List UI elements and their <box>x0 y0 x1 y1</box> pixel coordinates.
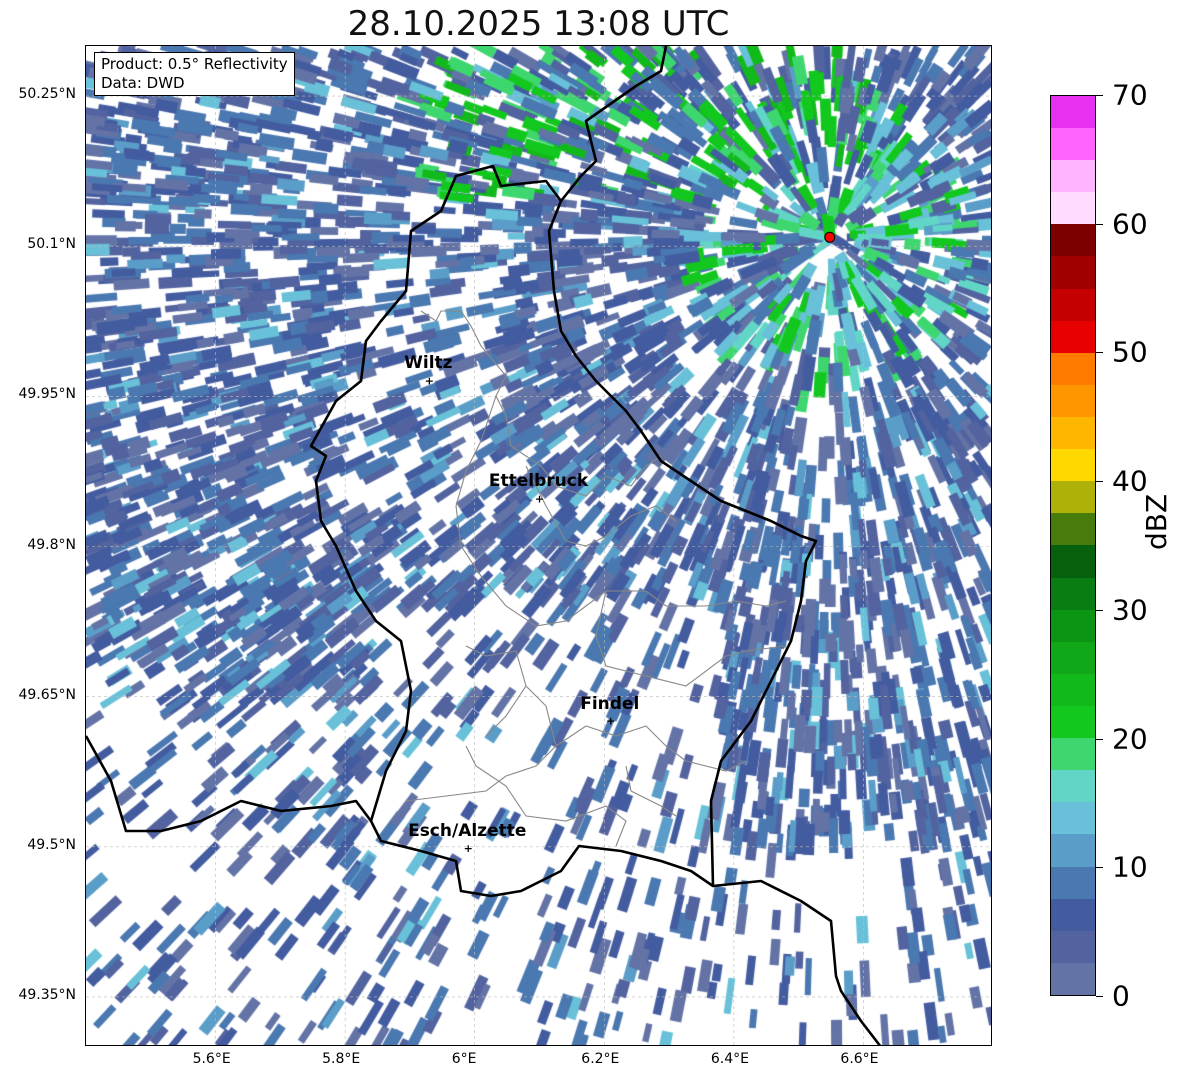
colorbar-label: dBZ <box>1140 493 1173 550</box>
colorbar-bin <box>1051 352 1095 385</box>
colorbar-bin <box>1051 962 1095 995</box>
lat-tick-label: 49.95°N <box>18 386 76 403</box>
colorbar <box>1050 95 1096 996</box>
product-label: Product: 0.5° Reflectivity <box>101 55 288 73</box>
colorbar-tick-label: 50 <box>1112 335 1148 369</box>
colorbar-tick-label: 40 <box>1112 464 1148 498</box>
data-source-label: Data: DWD <box>101 74 185 92</box>
city-marker-icon: + <box>425 374 434 387</box>
colorbar-bin <box>1051 673 1095 707</box>
map-overlay: + + + + <box>86 46 991 1045</box>
colorbar-bin <box>1051 160 1095 193</box>
colorbar-bin <box>1051 641 1095 674</box>
colorbar-bin <box>1051 802 1095 835</box>
colorbar-tick-label: 0 <box>1112 979 1130 1013</box>
city-label: Ettelbruck <box>488 471 589 492</box>
belgium-france-border <box>86 735 373 833</box>
lat-tick-label: 50.1°N <box>27 236 76 253</box>
colorbar-bin <box>1051 224 1095 257</box>
colorbar-bin <box>1051 898 1095 931</box>
gridlines <box>86 46 991 1045</box>
colorbar-tick-mark <box>1096 867 1103 869</box>
colorbar-bin <box>1051 320 1095 353</box>
city-marker-icon: + <box>464 842 473 855</box>
lon-tick-label: 6.2°E <box>581 1051 620 1067</box>
district-borders <box>405 310 787 847</box>
lon-tick-label: 6.4°E <box>710 1051 749 1067</box>
lon-tick-label: 5.8°E <box>322 1051 361 1067</box>
colorbar-tick-mark <box>1096 352 1103 354</box>
product-info-box: Product: 0.5° Reflectivity Data: DWD <box>94 52 295 96</box>
colorbar-tick-label: 70 <box>1112 78 1148 112</box>
colorbar-bin <box>1051 288 1095 321</box>
colorbar-tick-mark <box>1096 481 1103 483</box>
radar-site-marker <box>824 231 836 243</box>
lat-tick-label: 50.25°N <box>18 86 76 103</box>
lat-tick-label: 49.35°N <box>18 986 76 1003</box>
luxembourg-border <box>309 164 818 898</box>
lon-tick-label: 6.6°E <box>840 1051 879 1067</box>
colorbar-tick-mark <box>1096 609 1103 611</box>
colorbar-bin <box>1051 256 1095 289</box>
lon-tick-label: 6°E <box>451 1051 477 1067</box>
colorbar-bin <box>1051 128 1095 161</box>
colorbar-bin <box>1051 417 1095 450</box>
colorbar-tick-mark <box>1096 738 1103 740</box>
city-label: Findel <box>580 693 640 714</box>
colorbar-bin <box>1051 545 1095 578</box>
city-label: Wiltz <box>404 353 453 374</box>
colorbar-bin <box>1051 738 1095 771</box>
radar-map[interactable]: + + + + <box>85 45 992 1046</box>
colorbar-bin <box>1051 384 1095 418</box>
colorbar-tick-label: 30 <box>1112 593 1148 627</box>
colorbar-bin <box>1051 930 1095 963</box>
germany-belgium-border <box>559 46 668 202</box>
lat-tick-label: 49.65°N <box>18 686 76 703</box>
colorbar-bin <box>1051 770 1095 803</box>
city-marker-icon: + <box>606 715 615 728</box>
colorbar-bin <box>1051 192 1095 225</box>
colorbar-bin <box>1051 609 1095 642</box>
colorbar-bin <box>1051 834 1095 867</box>
colorbar-bin <box>1051 706 1095 739</box>
chart-title: 28.10.2025 13:08 UTC <box>347 4 730 44</box>
colorbar-tick-mark <box>1096 95 1103 96</box>
colorbar-bin <box>1051 577 1095 610</box>
colorbar-bin <box>1051 449 1095 482</box>
radar-reflectivity-layer <box>86 46 991 1045</box>
country-borders <box>86 46 882 1045</box>
city-markers: + + + + <box>425 374 616 854</box>
colorbar-bin <box>1051 513 1095 546</box>
colorbar-tick-mark <box>1096 996 1103 997</box>
city-label: Esch/Alzette <box>408 820 527 841</box>
lat-tick-label: 49.8°N <box>27 536 76 553</box>
colorbar-bin <box>1051 95 1095 129</box>
colorbar-bin <box>1051 481 1095 514</box>
colorbar-tick-label: 20 <box>1112 722 1148 756</box>
city-marker-icon: + <box>535 492 544 505</box>
colorbar-bin <box>1051 866 1095 899</box>
colorbar-tick-label: 60 <box>1112 207 1148 241</box>
colorbar-tick-mark <box>1096 223 1103 225</box>
colorbar-tick-label: 10 <box>1112 850 1148 884</box>
lat-tick-label: 49.5°N <box>27 836 76 853</box>
lon-tick-label: 5.6°E <box>192 1051 231 1067</box>
france-germany-border <box>712 879 882 1045</box>
